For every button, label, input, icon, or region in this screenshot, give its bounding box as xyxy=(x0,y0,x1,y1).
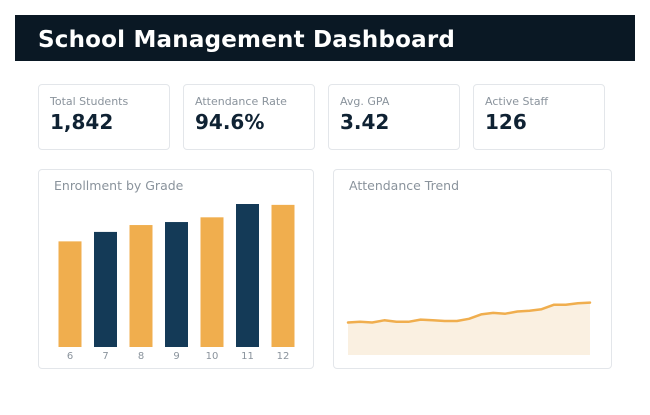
attendance-area xyxy=(348,302,590,355)
bar-grade-6 xyxy=(58,241,82,347)
dashboard-header: School Management Dashboard xyxy=(15,15,635,61)
bar-grade-12 xyxy=(271,204,295,347)
x-tick-label: 12 xyxy=(277,351,290,362)
kpi-value: 126 xyxy=(485,110,527,134)
kpi-label: Total Students xyxy=(50,95,129,108)
kpi-value: 1,842 xyxy=(50,110,114,134)
kpi-value: 3.42 xyxy=(340,110,390,134)
kpi-label: Avg. GPA xyxy=(340,95,390,108)
kpi-label: Active Staff xyxy=(485,95,549,108)
x-tick-label: 9 xyxy=(173,351,179,362)
bar-grade-11 xyxy=(236,204,259,347)
attendance-chart xyxy=(346,301,592,355)
bar-grade-7 xyxy=(94,231,117,347)
kpi-card-total-students: Total Students 1,842 xyxy=(38,84,170,150)
bar-grade-10 xyxy=(200,217,224,347)
kpi-label: Attendance Rate xyxy=(195,95,287,108)
x-tick-label: 10 xyxy=(206,351,219,362)
kpi-card-avg-gpa: Avg. GPA 3.42 xyxy=(328,84,460,150)
x-tick-label: 11 xyxy=(241,351,254,362)
x-tick-label: 8 xyxy=(138,351,144,362)
attendance-chart-title: Attendance Trend xyxy=(349,178,460,193)
x-tick-label: 7 xyxy=(102,351,108,362)
kpi-card-active-staff: Active Staff 126 xyxy=(473,84,605,150)
kpi-value: 94.6% xyxy=(195,110,265,134)
bar-grade-9 xyxy=(165,222,188,347)
enrollment-chart: 6 7 8 9 10 11 12 xyxy=(58,204,295,362)
enrollment-chart-title: Enrollment by Grade xyxy=(54,178,184,193)
page-title: School Management Dashboard xyxy=(38,27,456,53)
bar-grade-8 xyxy=(129,225,153,347)
enrollment-panel: 6 7 8 9 10 11 12 Enrollment by Grade xyxy=(38,169,314,369)
kpi-card-attendance-rate: Attendance Rate 94.6% xyxy=(183,84,315,150)
x-tick-label: 6 xyxy=(67,351,73,362)
attendance-panel: Attendance Trend xyxy=(333,169,612,369)
